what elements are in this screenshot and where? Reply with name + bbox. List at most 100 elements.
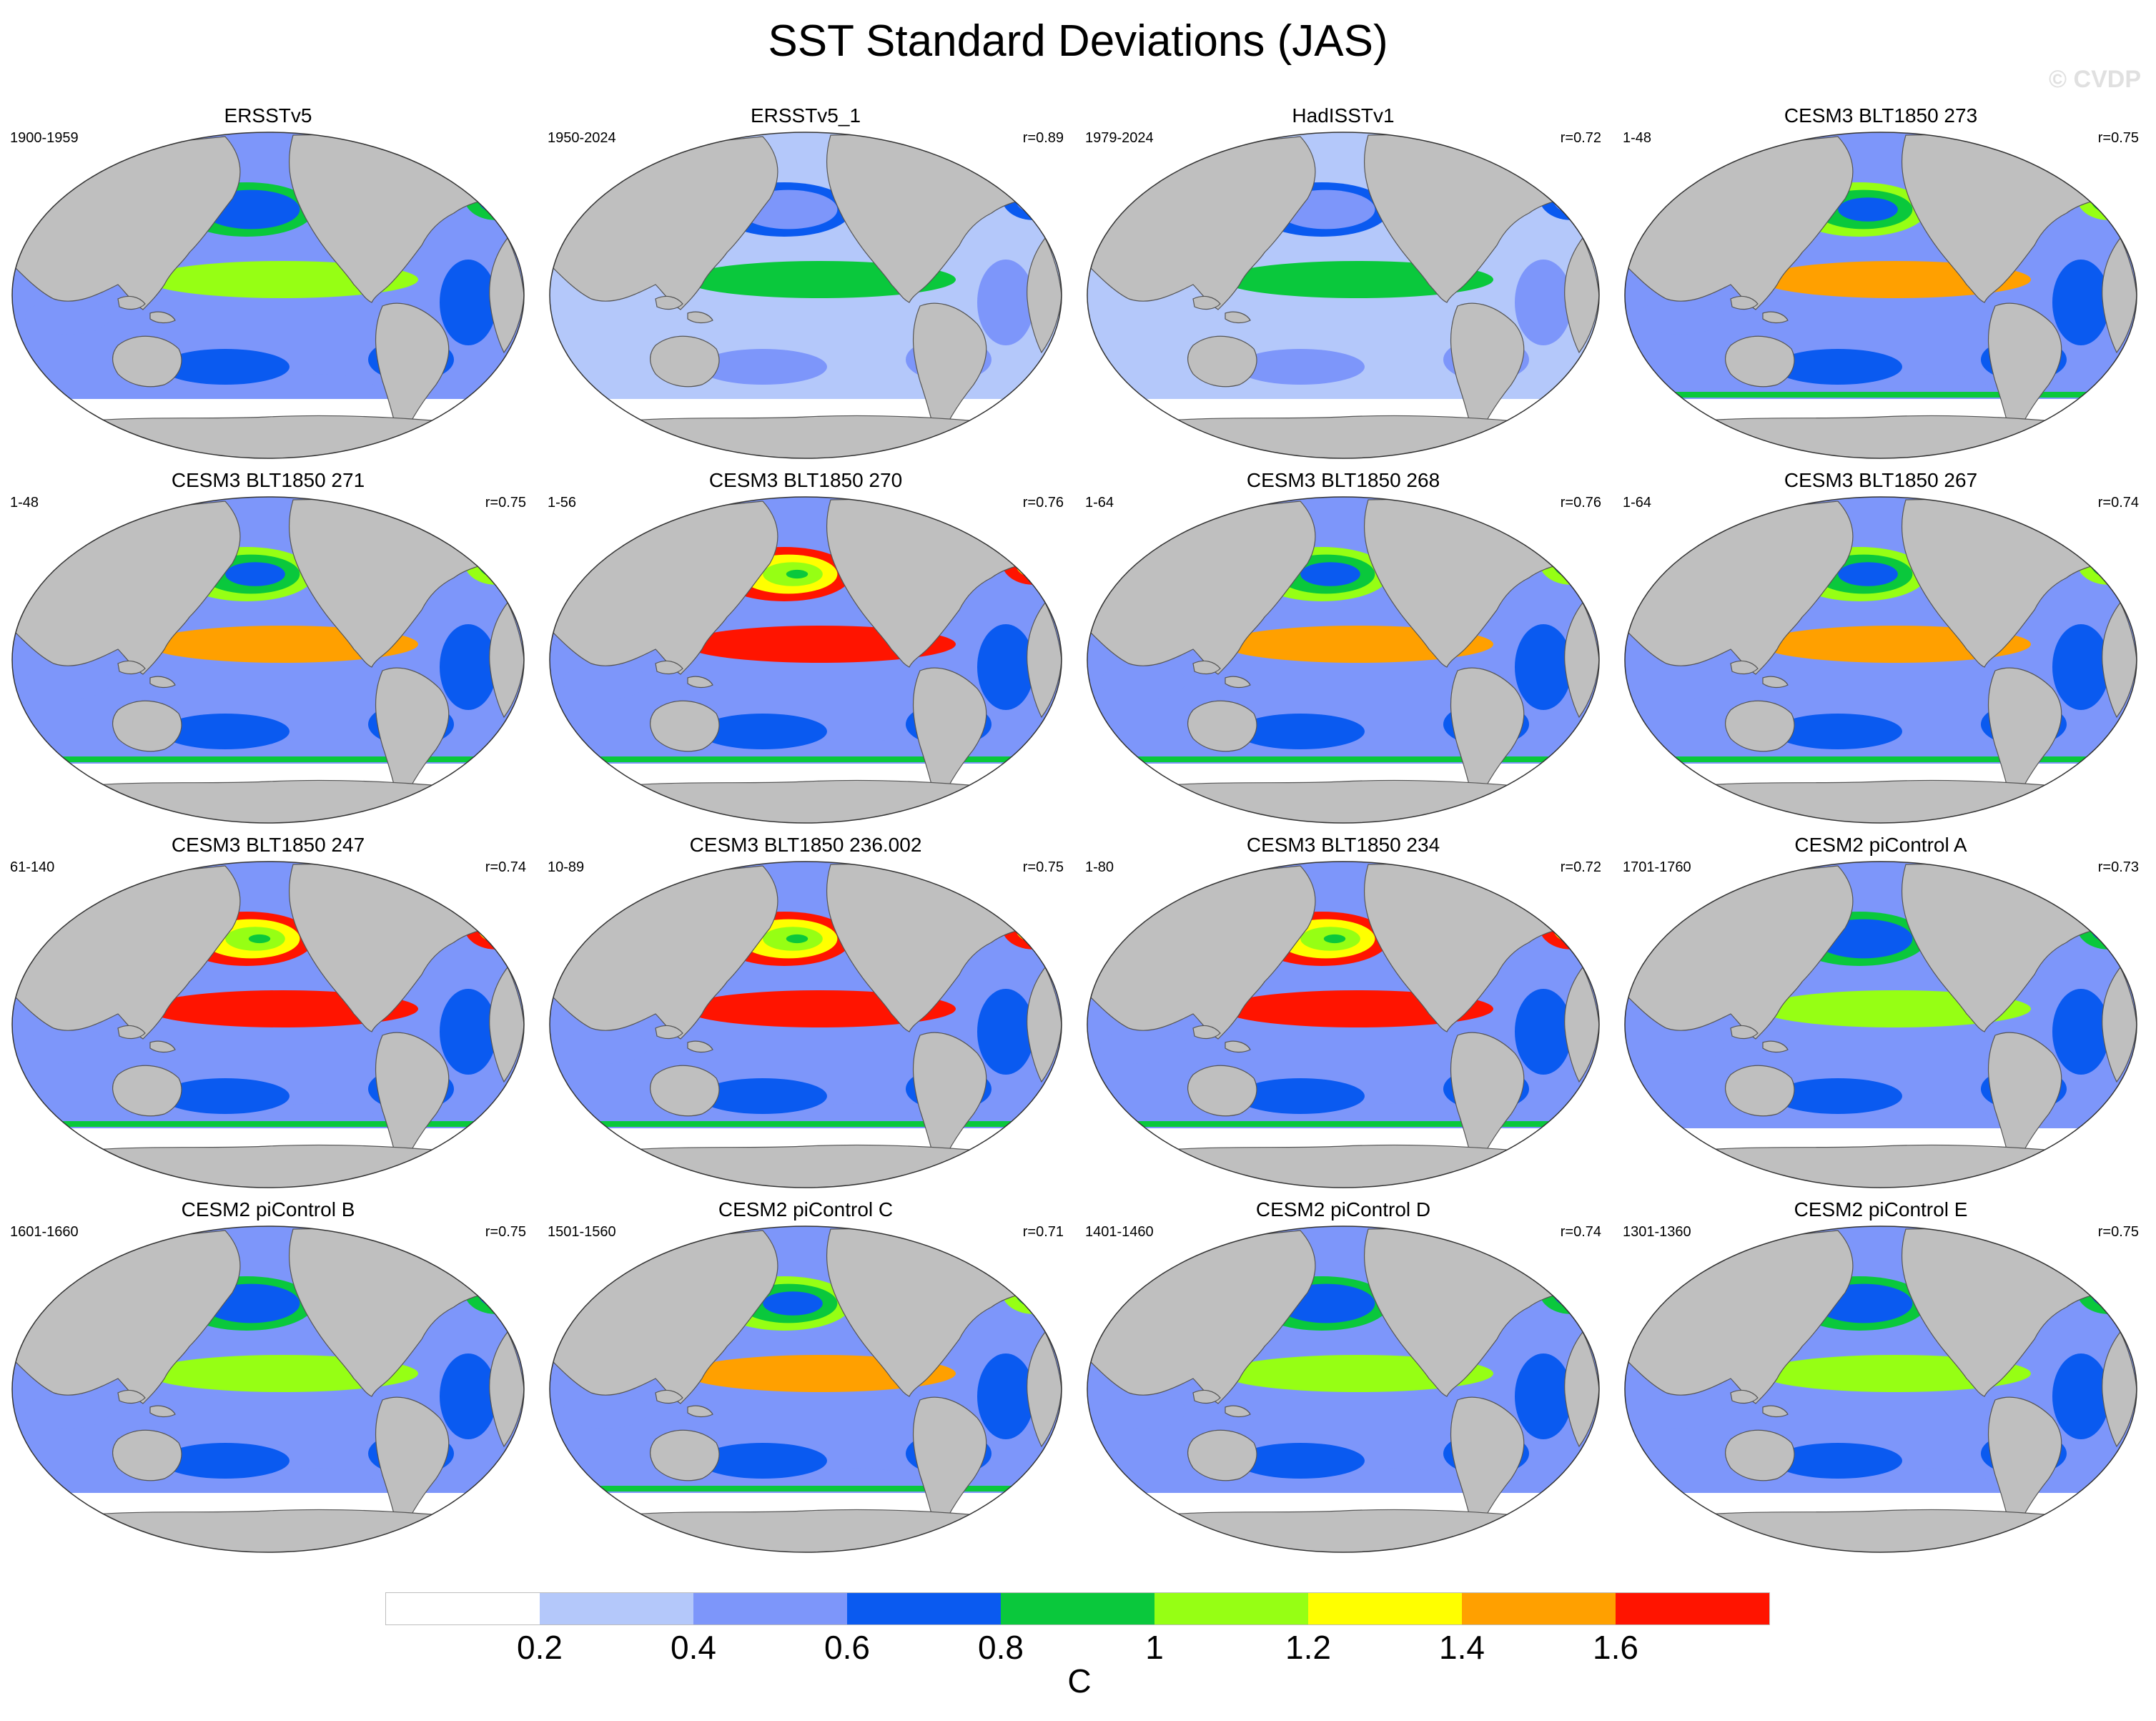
land-mass: [117, 1389, 146, 1404]
robinson-map: [549, 132, 1062, 459]
north-basin-anomaly: [2090, 548, 2137, 579]
land-mass: [568, 779, 1043, 823]
panel-correlation: r=0.74: [485, 859, 526, 875]
sst-field: [1087, 862, 1599, 1188]
land-mass: [1187, 700, 1257, 752]
land-mass: [1730, 295, 1759, 310]
land-mass: [1564, 1331, 1599, 1448]
map-panel: HadISSTv1 1979-2024 r=0.72: [1075, 104, 1611, 475]
land-mass: [1450, 667, 1525, 812]
panel-period: 1-64: [1085, 495, 1114, 511]
sst-field: [1625, 862, 2137, 1188]
north-basin-anomaly: [1566, 918, 1595, 938]
land-mass: [687, 1040, 713, 1053]
north-basin-anomaly: [1042, 560, 1053, 567]
north-basin-anomaly: [491, 553, 520, 573]
variability-patch: [1874, 739, 1988, 767]
sst-field: [1625, 1226, 2137, 1552]
north-basin-anomaly: [478, 548, 524, 579]
north-basin-anomaly: [1029, 918, 1057, 938]
colorbar-swatch: [1001, 1593, 1154, 1624]
panel-title: CESM2 piControl B: [181, 1198, 355, 1221]
variability-patch: [2052, 260, 2110, 345]
variability-patch: [798, 1468, 913, 1496]
map-outline: [11, 132, 525, 459]
land-mass: [649, 1065, 720, 1117]
variability-patch: [1515, 1353, 1572, 1439]
north-basin-anomaly: [1838, 562, 1898, 586]
land-mass: [1225, 1405, 1251, 1418]
north-basin-anomaly: [1553, 1277, 1599, 1308]
variability-patch: [261, 374, 375, 403]
panel-title: CESM3 BLT1850 273: [1784, 104, 1978, 127]
robinson-map: [1624, 861, 2137, 1188]
land-mass: [375, 1396, 450, 1542]
variability-patch: [25, 299, 111, 335]
colorbar-swatch: [1154, 1593, 1308, 1624]
land-mass: [117, 295, 146, 310]
southern-ocean-front: [1087, 1121, 1599, 1127]
north-basin-anomaly: [1566, 553, 1595, 573]
land-mass: [1987, 302, 2062, 448]
southern-ocean-front: [12, 1121, 524, 1127]
map-outline: [11, 1226, 525, 1553]
land-mass: [1027, 966, 1062, 1083]
variability-patch: [25, 1028, 111, 1064]
land-mass: [1987, 667, 2062, 812]
land-mass: [1106, 415, 1581, 458]
variability-patch: [698, 714, 827, 749]
land-mass: [687, 311, 713, 324]
land-mass: [1450, 1032, 1525, 1177]
variability-patch: [1515, 260, 1572, 345]
variability-patch: [977, 1353, 1034, 1439]
land-mass: [31, 1509, 505, 1552]
panel-title: CESM3 BLT1850 268: [1246, 469, 1440, 491]
variability-patch: [261, 1103, 375, 1132]
land-mass: [568, 1509, 1043, 1552]
colorbar-tick-label: 0.6: [824, 1629, 870, 1666]
variability-patch: [798, 1103, 913, 1132]
north-basin-anomaly: [1015, 1277, 1062, 1308]
variability-patch: [1236, 714, 1365, 749]
variability-patch: [1638, 1393, 1724, 1429]
north-basin-anomaly: [1015, 183, 1062, 214]
land-mass: [1564, 601, 1599, 719]
land-mass: [1106, 1144, 1581, 1188]
panel-correlation: r=0.74: [2097, 495, 2139, 511]
variability-patch: [1336, 1103, 1450, 1132]
variability-patch: [1515, 989, 1572, 1075]
colorbar-swatch: [693, 1593, 847, 1624]
variability-patch: [161, 349, 290, 385]
map-panel: CESM3 BLT1850 267 1-64 r=0.74: [1613, 468, 2149, 840]
land-mass: [1724, 1065, 1795, 1117]
land-mass: [1762, 676, 1789, 689]
colorbar-swatch: [1462, 1593, 1616, 1624]
panel-correlation: r=0.74: [1560, 1224, 1601, 1240]
land-mass: [31, 1144, 505, 1188]
sst-field: [1087, 497, 1599, 823]
land-mass: [375, 302, 450, 448]
panel-period: 1501-1560: [548, 1224, 616, 1240]
variability-patch: [1236, 1443, 1365, 1479]
page-title: SST Standard Deviations (JAS): [768, 16, 1388, 66]
variability-patch: [25, 1393, 111, 1429]
land-mass: [1564, 237, 1599, 354]
sst-field: [12, 1226, 524, 1552]
land-mass: [655, 295, 683, 310]
north-basin-anomaly: [2090, 183, 2137, 214]
north-basin-anomaly: [2104, 189, 2132, 209]
robinson-map: [549, 1226, 1062, 1553]
colorbar-box: [385, 1592, 1770, 1625]
southern-ocean-front: [1625, 756, 2137, 762]
colorbar-unit-label: C: [1067, 1662, 1092, 1700]
land-mass: [655, 1389, 683, 1404]
variability-patch: [1515, 624, 1572, 710]
panel-title: CESM3 BLT1850 234: [1246, 834, 1440, 856]
variability-patch: [1874, 1468, 1988, 1496]
land-mass: [1643, 1144, 2118, 1188]
land-mass: [1450, 1396, 1525, 1542]
land-mass: [1192, 295, 1221, 310]
variability-patch: [1236, 349, 1365, 385]
land-mass: [1643, 1509, 2118, 1552]
land-mass: [1027, 237, 1062, 354]
